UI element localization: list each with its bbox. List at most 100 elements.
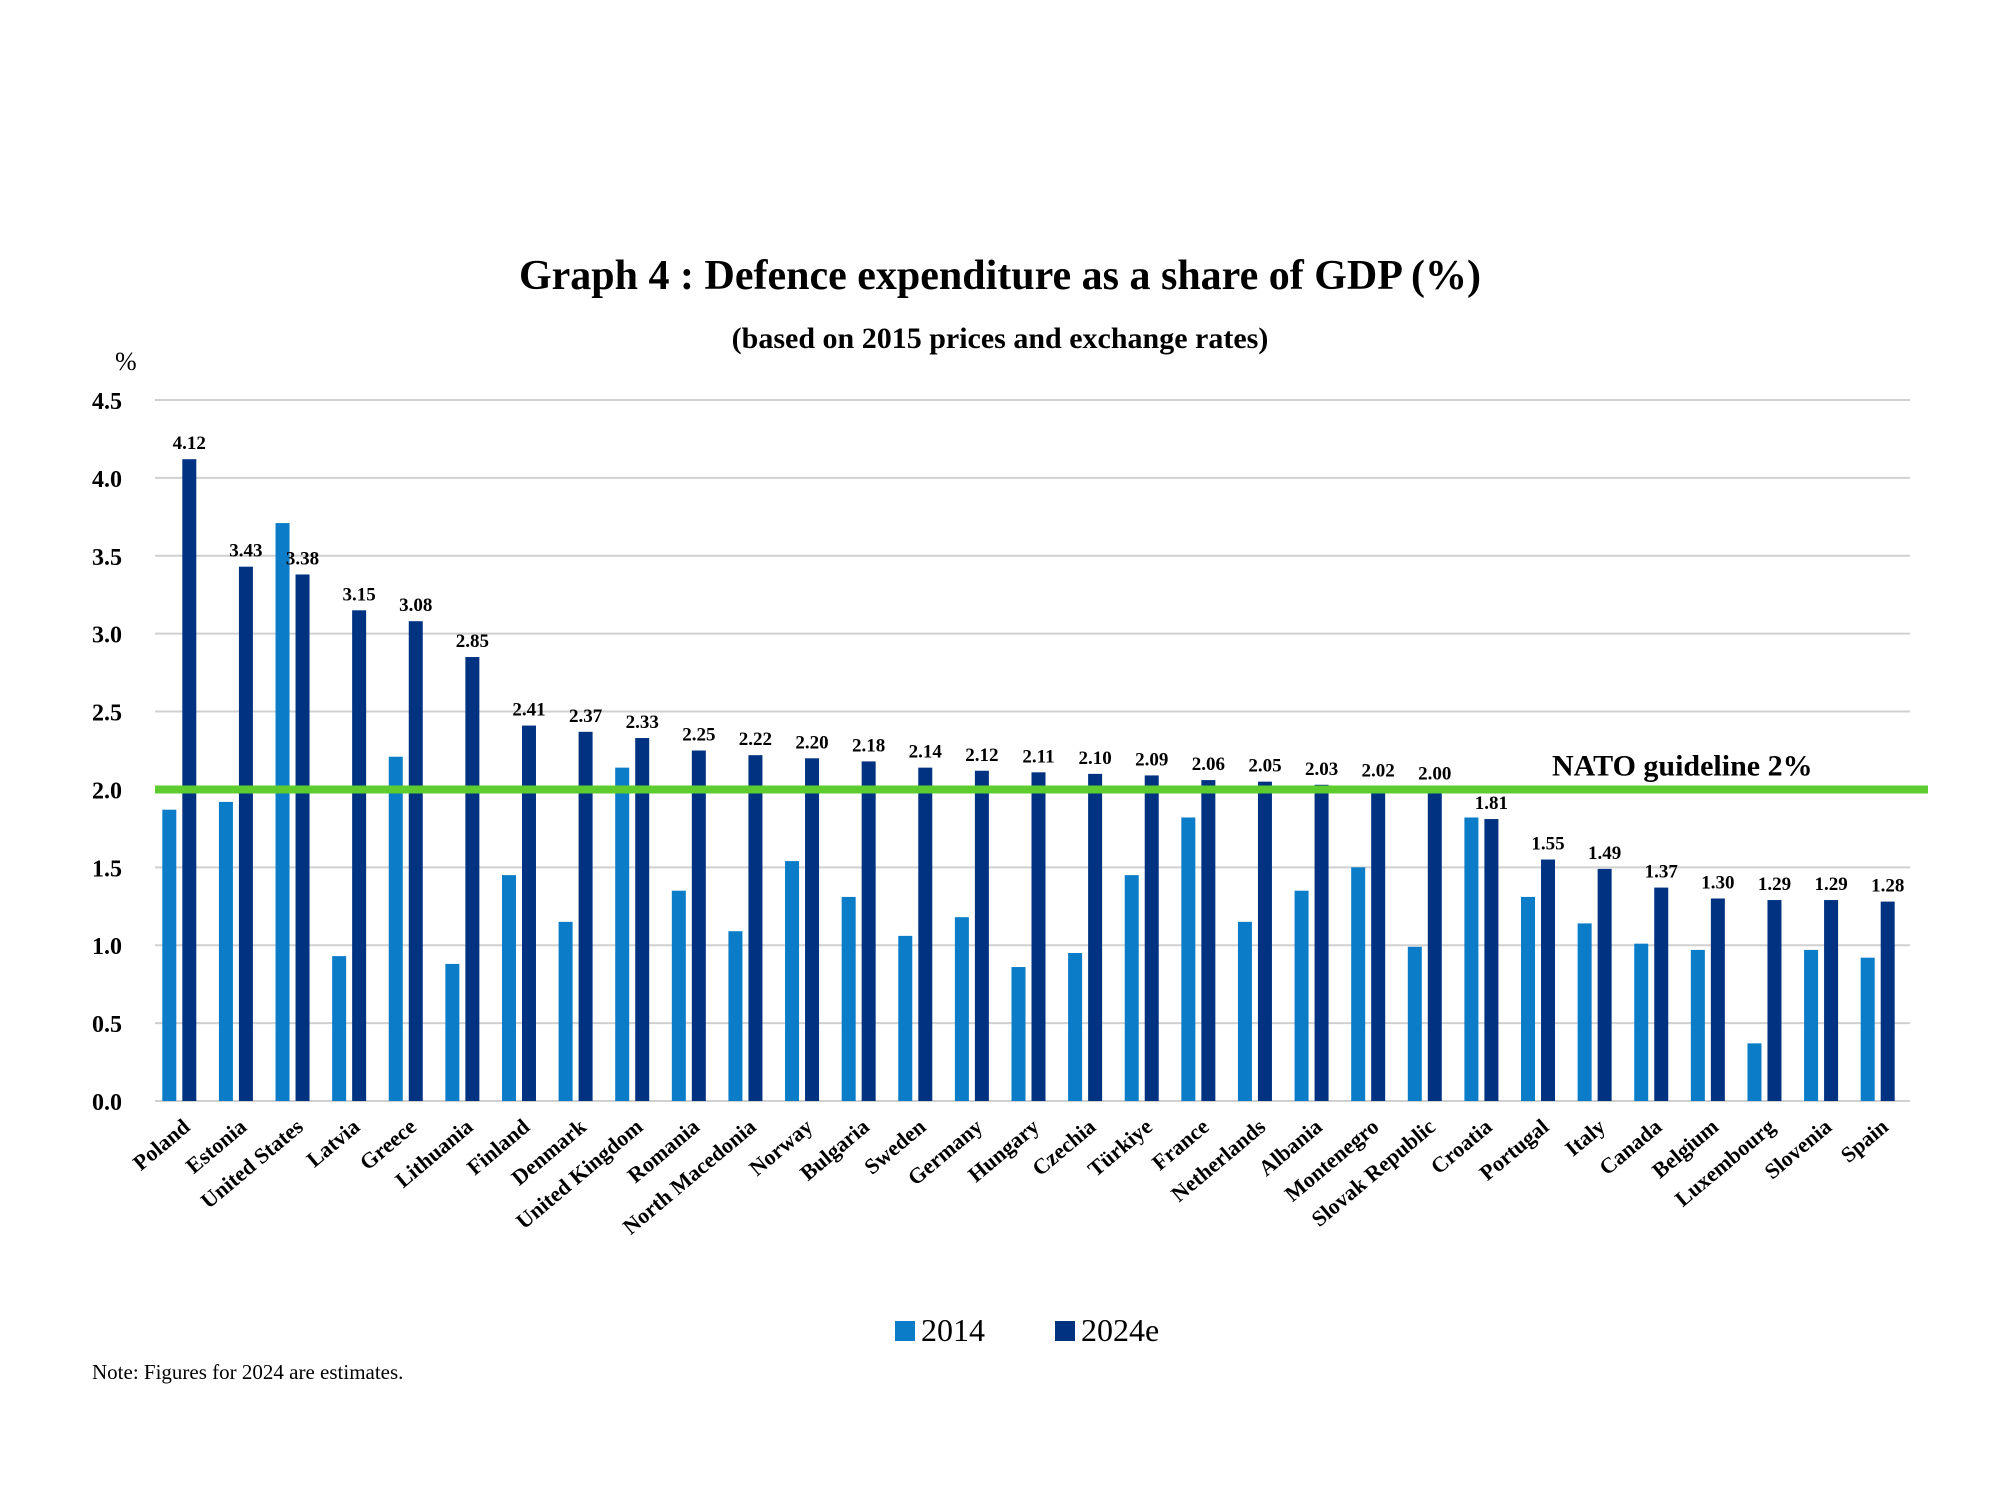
chart-note: Note: Figures for 2024 are estimates.	[92, 1360, 404, 1384]
bar-2024e	[182, 459, 197, 1101]
legend-item-2014: 2014	[895, 1312, 985, 1349]
bar-2024e	[521, 725, 536, 1101]
data-label: 2.41	[512, 700, 545, 721]
data-label: 2.09	[1135, 749, 1168, 770]
chart-title: Graph 4 : Defence expenditure as a share…	[518, 253, 1482, 299]
bar-2024e	[1824, 900, 1839, 1101]
bar-2024e	[1484, 819, 1499, 1101]
data-label: 2.33	[626, 712, 659, 733]
data-label: 1.29	[1758, 874, 1791, 895]
bar-2014	[1237, 921, 1252, 1101]
bar-2024e	[1427, 789, 1442, 1101]
bar-2014	[1804, 949, 1819, 1101]
data-label: 1.49	[1588, 843, 1621, 864]
data-label: 2.12	[965, 745, 998, 766]
data-label: 2.05	[1248, 756, 1281, 777]
data-label: 2.02	[1362, 760, 1395, 781]
x-tick-label: Türkiye	[1083, 1114, 1157, 1182]
bar-2024e	[748, 755, 763, 1101]
bar-2024e	[408, 621, 423, 1101]
data-label: 3.15	[343, 584, 376, 605]
data-label: 2.14	[909, 742, 943, 763]
bar-2024e	[1031, 772, 1046, 1101]
data-label: 2.00	[1418, 763, 1451, 784]
bar-2024e	[1088, 773, 1103, 1101]
bar-2024e	[578, 731, 593, 1101]
bar-2024e	[918, 767, 933, 1101]
data-label: 2.10	[1078, 748, 1111, 769]
bar-2014	[954, 917, 969, 1101]
bar-2014	[1011, 967, 1026, 1101]
y-tick-label: 1.5	[92, 856, 122, 882]
legend-swatch-2014	[895, 1320, 915, 1341]
y-tick-label: 2.0	[92, 778, 122, 804]
bar-2024e	[295, 574, 310, 1101]
y-tick-label: 4.0	[92, 467, 122, 493]
y-tick-label: 3.0	[92, 623, 122, 649]
data-label: 2.37	[569, 706, 603, 727]
y-tick-label: 3.5	[92, 545, 122, 571]
bar-2014	[162, 809, 177, 1101]
data-label: 2.20	[795, 732, 828, 753]
bar-2014	[332, 956, 347, 1101]
y-axis-label: %	[115, 347, 137, 376]
data-label: 1.37	[1645, 862, 1679, 883]
legend-swatch-2024e	[1055, 1320, 1075, 1341]
bar-2014	[841, 896, 856, 1101]
data-label: 1.28	[1871, 876, 1904, 897]
bar-2024e	[1767, 900, 1782, 1101]
bar-2014	[1181, 817, 1196, 1101]
bar-2014	[1351, 867, 1366, 1101]
data-label: 1.81	[1475, 793, 1508, 814]
legend-item-2024e: 2024e	[1055, 1312, 1159, 1349]
y-tick-label: 0.5	[92, 1012, 122, 1038]
data-label: 2.18	[852, 735, 885, 756]
bar-2024e	[691, 750, 706, 1101]
bar-2014	[445, 963, 460, 1101]
bar-2014	[1521, 896, 1536, 1101]
bar-2024e	[1710, 898, 1725, 1101]
bar-2024e	[1314, 784, 1329, 1101]
nato-guideline-label: NATO guideline 2%	[1552, 749, 1813, 782]
data-label: 2.06	[1192, 754, 1225, 775]
data-label: 2.85	[456, 631, 489, 652]
bar-2024e	[465, 657, 480, 1101]
data-label: 1.29	[1814, 874, 1847, 895]
bar-2024e	[1371, 786, 1386, 1101]
bar-2014	[1294, 890, 1309, 1101]
y-tick-label: 2.5	[92, 701, 122, 727]
x-tick-label: Poland	[128, 1114, 195, 1176]
data-label: 2.11	[1022, 746, 1054, 767]
bar-2014	[1634, 943, 1649, 1101]
bar-2024e	[352, 610, 367, 1101]
bar-2024e	[1880, 901, 1895, 1101]
data-label: 2.25	[682, 725, 715, 746]
legend-label-2024e: 2024e	[1081, 1312, 1160, 1348]
bar-2014	[898, 935, 913, 1101]
data-label: 1.30	[1701, 872, 1734, 893]
bar-2024e	[1541, 859, 1556, 1101]
bar-2014	[728, 931, 743, 1101]
data-label: 3.08	[399, 595, 432, 616]
bar-2024e	[1654, 887, 1669, 1101]
bar-2014	[1407, 946, 1422, 1101]
bar-2014	[671, 890, 686, 1101]
y-tick-label: 0.0	[92, 1090, 122, 1116]
bar-2014	[558, 921, 573, 1101]
data-label: 2.03	[1305, 759, 1338, 780]
y-tick-label: 1.0	[92, 934, 122, 960]
bar-2014	[785, 861, 800, 1101]
legend-label-2014: 2014	[921, 1312, 985, 1348]
data-label: 2.22	[739, 729, 772, 750]
bar-2014	[1690, 949, 1705, 1101]
bar-2024e	[805, 758, 820, 1101]
bar-2014	[1577, 923, 1592, 1101]
bar-2014	[1464, 817, 1479, 1101]
bar-2024e	[974, 770, 989, 1101]
bar-2024e	[861, 761, 876, 1101]
x-tick-label: Spain	[1836, 1114, 1893, 1168]
y-tick-label: 4.5	[92, 389, 122, 415]
bar-2024e	[1201, 780, 1216, 1101]
bar-2024e	[238, 566, 253, 1101]
data-label: 3.38	[286, 548, 319, 569]
